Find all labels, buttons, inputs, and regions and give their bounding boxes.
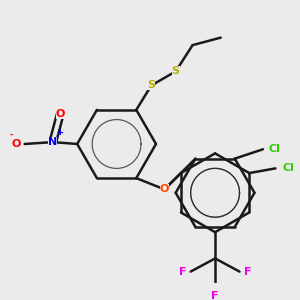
Text: N: N bbox=[48, 137, 57, 147]
Text: O: O bbox=[11, 139, 21, 149]
Text: O: O bbox=[56, 109, 65, 119]
Text: S: S bbox=[172, 66, 180, 76]
Text: +: + bbox=[56, 128, 63, 137]
Text: Cl: Cl bbox=[268, 144, 280, 154]
Text: S: S bbox=[147, 80, 155, 91]
Text: F: F bbox=[178, 267, 186, 277]
Text: -: - bbox=[10, 131, 13, 140]
Text: F: F bbox=[211, 291, 219, 300]
Text: O: O bbox=[160, 184, 169, 194]
Text: F: F bbox=[244, 267, 252, 277]
Text: Cl: Cl bbox=[282, 164, 294, 173]
